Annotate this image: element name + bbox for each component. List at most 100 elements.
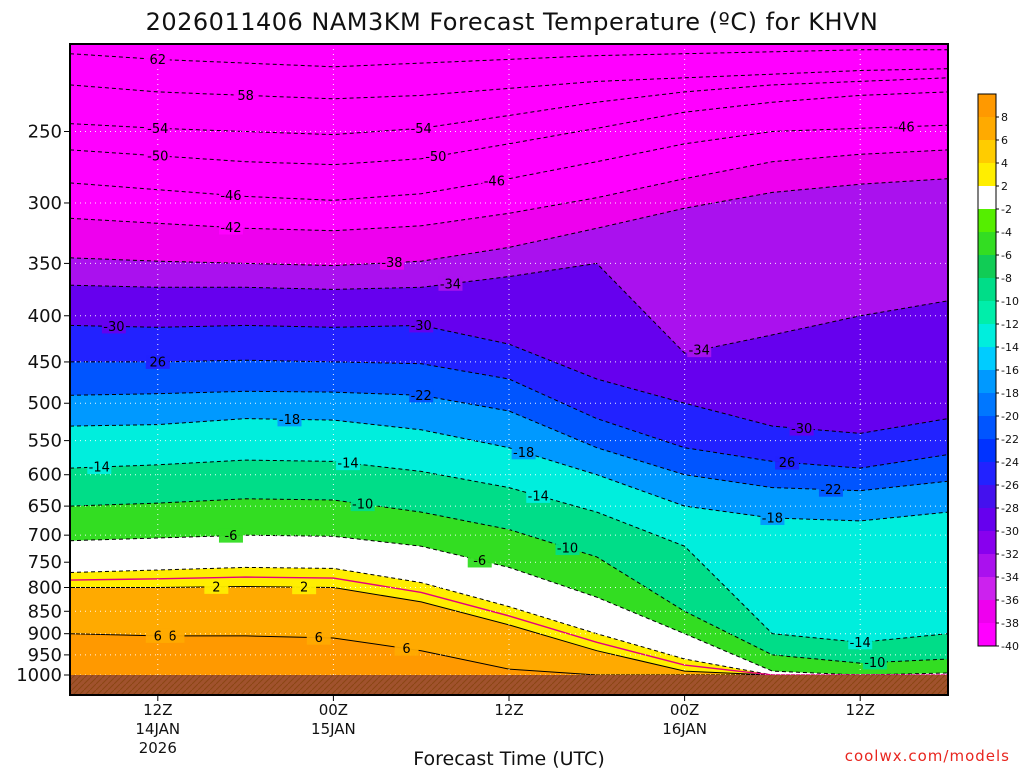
y-tick-label: 700 <box>28 525 62 546</box>
contour-label-text: -18 <box>513 446 534 461</box>
x-tick-label: 15JAN <box>311 720 356 738</box>
colorbar-swatch <box>978 163 996 187</box>
contour-label-text: -34 <box>689 344 710 359</box>
x-tick-label: 14JAN <box>135 720 180 738</box>
contour-label-text: -6 <box>224 529 237 544</box>
contour-line <box>70 262 948 354</box>
y-tick-label: 550 <box>28 431 62 452</box>
contour-label-text: 2 <box>300 581 308 596</box>
contour-label-text: 58 <box>237 89 254 104</box>
contour-label-bg <box>204 579 229 594</box>
colorbar-label: -18 <box>1001 387 1019 400</box>
chart-title: 2026011406 NAM3KM Forecast Temperature (… <box>146 8 879 36</box>
contour-label-bg <box>292 580 317 595</box>
contour-label-text: 6 <box>168 629 176 644</box>
contour-label-bg <box>760 510 785 525</box>
colorbar-label: -32 <box>1001 548 1019 561</box>
colorbar-swatch <box>978 439 996 463</box>
contour-label-bg <box>409 318 434 333</box>
contour-label-bg <box>789 421 814 436</box>
contour-label: -6 <box>467 553 492 569</box>
colorbar-swatch <box>978 301 996 325</box>
contour-label: 58 <box>233 88 258 104</box>
colorbar-label: -34 <box>1001 571 1019 584</box>
contour-label: -34 <box>687 343 712 359</box>
contour-label-text: 6 <box>154 629 162 644</box>
colorbar-label: 8 <box>1001 111 1008 124</box>
x-tick-label: 00Z <box>670 701 699 719</box>
y-tick-label: 900 <box>28 624 62 645</box>
contour-label: -10 <box>555 541 580 557</box>
contour-label-text: -46 <box>220 189 241 204</box>
x-axis-label: Forecast Time (UTC) <box>413 748 604 768</box>
contour-label: -6 <box>218 528 243 544</box>
contour-label-bg <box>87 460 112 475</box>
contour-line <box>70 390 948 492</box>
contour-label-text: -14 <box>528 489 549 504</box>
contour-label-text: -18 <box>762 511 783 526</box>
colorbar-label: -4 <box>1001 226 1012 239</box>
colorbar-swatch <box>978 462 996 486</box>
credit-text[interactable]: coolwx.com/models <box>844 747 1010 765</box>
colorbar-swatch <box>978 140 996 164</box>
colorbar-label: -12 <box>1001 318 1019 331</box>
contour-label-bg <box>145 628 170 643</box>
colorbar-label: 2 <box>1001 180 1008 193</box>
contour-label-text: -46 <box>484 175 505 190</box>
contour-label-text: -14 <box>337 457 358 472</box>
contour-line <box>70 534 948 676</box>
colorbar-label: 6 <box>1001 134 1008 147</box>
y-tick-label: 400 <box>28 306 62 327</box>
contour-label-text: -30 <box>791 422 812 437</box>
contour-line <box>70 178 948 267</box>
contour-label: -42 <box>218 220 243 236</box>
contour-label-text: -34 <box>440 277 461 292</box>
contour-label: 26 <box>145 354 170 370</box>
contour-label: -30 <box>101 319 126 335</box>
contour-label-text: -18 <box>279 413 300 428</box>
ground <box>70 675 948 695</box>
contour-label-text: -10 <box>557 542 578 557</box>
contour-line <box>70 91 948 166</box>
contour-label: -38 <box>379 255 404 271</box>
contour-label: -14 <box>848 635 873 651</box>
colorbar-label: -14 <box>1001 341 1019 354</box>
contour-label-bg <box>511 445 536 460</box>
contour-label: 6 <box>394 641 419 657</box>
contour-label-text: 26 <box>150 355 167 370</box>
contour-label-bg <box>218 220 243 235</box>
contour-label-text: 6 <box>402 642 410 657</box>
colorbar-swatch <box>978 393 996 417</box>
colorbar-swatch <box>978 554 996 578</box>
colorbar-swatch <box>978 508 996 532</box>
colorbar-swatch <box>978 324 996 348</box>
colorbar-swatch <box>978 186 996 210</box>
contour-label-text: -6 <box>473 554 486 569</box>
colorbar-label: -38 <box>1001 617 1019 630</box>
y-tick-label: 750 <box>28 552 62 573</box>
contour-label: -54 <box>145 121 170 137</box>
contour-label-text: -38 <box>381 256 402 271</box>
contour-label-text: -22 <box>411 389 432 404</box>
contour-label-bg <box>409 388 434 403</box>
contour-label-bg <box>848 635 873 650</box>
contour-label-text: -22 <box>820 483 841 498</box>
contour-label-bg <box>862 655 887 670</box>
colorbar-label: -28 <box>1001 502 1019 515</box>
contour-label-text: -10 <box>864 656 885 671</box>
contour-label-bg <box>409 121 434 136</box>
contour-label: -46 <box>892 119 917 135</box>
contour-label-bg <box>218 188 243 203</box>
colorbar-swatch <box>978 94 996 118</box>
contour-label: 2 <box>204 579 229 595</box>
y-tick-label: 650 <box>28 496 62 517</box>
contour-label-bg <box>145 52 170 67</box>
y-tick-label: 950 <box>28 645 62 666</box>
contour-label-text: -42 <box>220 221 241 236</box>
colorbar-swatch <box>978 209 996 233</box>
colorbar-label: -24 <box>1001 456 1019 469</box>
contour-label-bg <box>145 121 170 136</box>
colorbar-label: -22 <box>1001 433 1019 446</box>
contour-label-text: 26 <box>779 456 796 471</box>
